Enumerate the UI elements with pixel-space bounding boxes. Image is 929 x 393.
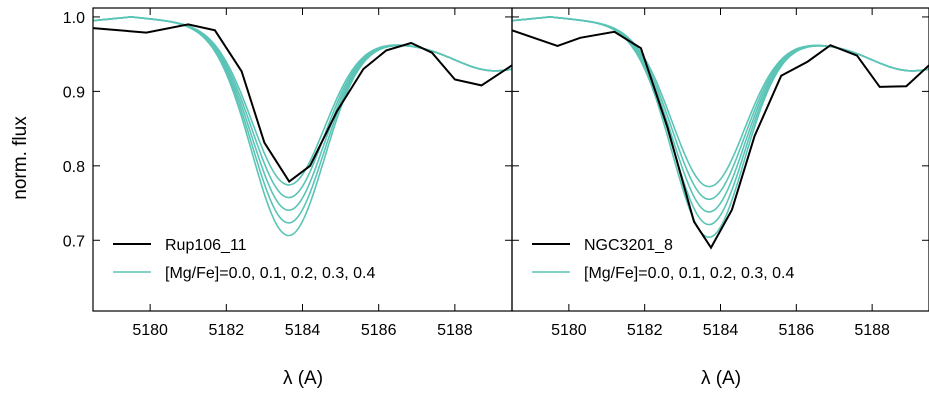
right-panel: 5180 5182 5184 5186 5188 NGC3201_8 [Mg/Fe]=0.0…	[511, 7, 929, 339]
x-tick-label: 5180	[132, 322, 168, 339]
y-tick-label: 0.7	[63, 233, 85, 250]
x-axis-title-left: λ (A)	[283, 368, 323, 389]
legend-label: NGC3201_8	[584, 237, 673, 254]
legend-label: Rup106_11	[165, 237, 247, 254]
model-curve-mgfe-4	[93, 16, 512, 237]
left-panel: 5180 5182 5184 5186 5188 0.7 0.8 0.9 1.0 Rup106_1…	[63, 7, 513, 339]
model-curve-mgfe-2	[512, 16, 929, 213]
x-tick-label: 5188	[437, 322, 473, 339]
x-tick-label: 5182	[627, 322, 663, 339]
y-tick-label: 0.9	[63, 84, 85, 101]
legend-label: [Mg/Fe]=0.0, 0.1, 0.2, 0.3, 0.4	[584, 265, 794, 282]
x-tick-label: 5182	[209, 322, 245, 339]
legend-label: [Mg/Fe]=0.0, 0.1, 0.2, 0.3, 0.4	[165, 265, 375, 282]
plot-area	[512, 16, 929, 250]
x-tick-label: 5184	[285, 322, 321, 339]
model-curve-mgfe-0	[93, 16, 512, 186]
model-curve-mgfe-2	[93, 16, 512, 212]
y-tick-label: 1.0	[63, 10, 85, 27]
plot-area	[93, 16, 512, 237]
model-curve-mgfe-3	[512, 16, 929, 226]
model-curve-mgfe-3	[93, 16, 512, 224]
x-tick-label: 5188	[854, 322, 890, 339]
x-tick-label: 5186	[361, 322, 397, 339]
observed-spectrum-line	[93, 23, 512, 183]
y-tick-label: 0.8	[63, 159, 85, 176]
y-axis-title: norm. flux	[10, 116, 31, 200]
x-tick-label: 5180	[551, 322, 587, 339]
x-tick-label: 5186	[779, 322, 815, 339]
model-curve-mgfe-0	[512, 16, 929, 188]
x-tick-label: 5184	[703, 322, 739, 339]
observed-spectrum-line	[512, 29, 929, 250]
model-curve-mgfe-4	[512, 16, 929, 239]
x-axis-title-right: λ (A)	[701, 368, 741, 389]
model-curve-mgfe-1	[512, 16, 929, 201]
